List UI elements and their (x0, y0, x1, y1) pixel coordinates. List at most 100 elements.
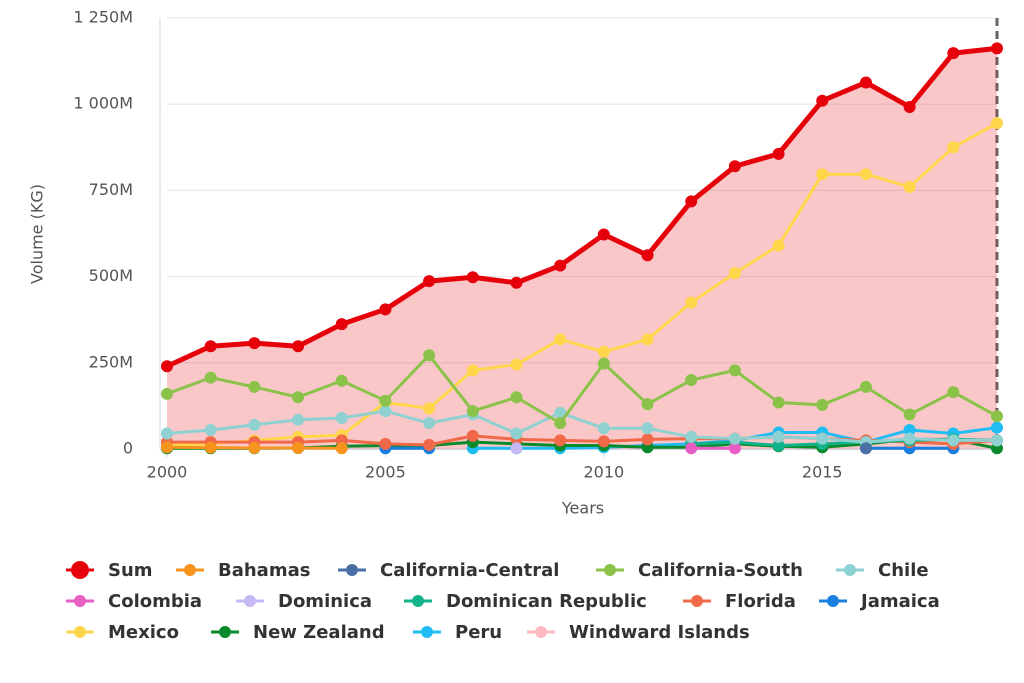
data-point (685, 296, 698, 309)
data-point (248, 441, 261, 454)
legend-item[interactable]: California-South (596, 560, 803, 581)
x-tick-label: 2000 (147, 463, 188, 482)
legend-item[interactable]: California-Central (338, 560, 559, 581)
series-line (166, 121, 998, 448)
legend-item[interactable]: New Zealand (211, 622, 385, 643)
legend-label: California-Central (380, 560, 559, 581)
data-point (816, 168, 829, 181)
y-tick-label: 500M (89, 266, 133, 285)
legend-symbol (244, 595, 256, 607)
data-point (772, 239, 785, 252)
legend-symbol (71, 561, 89, 579)
data-point (947, 434, 960, 447)
data-point (641, 333, 654, 346)
data-point (903, 100, 916, 113)
data-point (379, 405, 392, 418)
data-point (728, 160, 741, 173)
legend-symbol (421, 626, 433, 638)
legend-item[interactable]: Sum (66, 560, 153, 581)
data-point (379, 437, 392, 450)
data-point (903, 424, 916, 437)
data-point (903, 408, 916, 421)
legend-item[interactable]: Mexico (66, 622, 179, 643)
data-point (204, 441, 217, 454)
data-point (510, 276, 523, 289)
data-point (423, 275, 436, 288)
data-point (816, 94, 829, 107)
data-point (335, 374, 348, 387)
data-point (248, 380, 261, 393)
legend-label: Chile (878, 560, 929, 581)
legend-symbol (535, 626, 547, 638)
legend-item[interactable]: Chile (836, 560, 929, 581)
data-point (204, 424, 217, 437)
data-point (685, 430, 698, 443)
data-point (510, 442, 523, 455)
data-point (335, 318, 348, 331)
legend-label: Jamaica (859, 591, 940, 612)
data-point (685, 195, 698, 208)
legend: Sum Bahamas California-Central California-S… (66, 560, 940, 643)
data-point (991, 434, 1003, 447)
data-point (554, 406, 567, 419)
area (167, 48, 997, 449)
data-point (510, 391, 523, 404)
data-point (816, 432, 829, 445)
series-line (165, 45, 998, 369)
legend-item[interactable]: Jamaica (819, 591, 940, 612)
data-point (859, 380, 872, 393)
legend-symbol (604, 564, 616, 576)
legend-label: Peru (455, 622, 502, 643)
legend-label: Colombia (108, 591, 202, 612)
data-point (597, 228, 610, 241)
data-point (991, 42, 1003, 55)
legend-item[interactable]: Florida (683, 591, 796, 612)
data-point (685, 374, 698, 387)
legend-item[interactable]: Peru (413, 622, 502, 643)
legend-symbol (691, 595, 703, 607)
data-point (772, 147, 785, 160)
legend-label: Sum (108, 560, 153, 581)
data-point (728, 364, 741, 377)
legend-item[interactable]: Colombia (66, 591, 202, 612)
data-point (204, 371, 217, 384)
data-point (292, 391, 305, 404)
legend-label: Bahamas (218, 560, 310, 581)
data-point (510, 427, 523, 440)
data-point (991, 410, 1003, 423)
data-point (161, 387, 173, 400)
data-point (991, 421, 1003, 434)
legend-label: Dominican Republic (446, 591, 647, 612)
data-point (161, 441, 173, 454)
data-point (772, 430, 785, 443)
data-point (947, 141, 960, 154)
legend-item[interactable]: Dominican Republic (404, 591, 647, 612)
data-point (641, 249, 654, 262)
data-point (554, 333, 567, 346)
data-point (597, 422, 610, 435)
legend-item[interactable]: Windward Islands (527, 622, 750, 643)
data-point (554, 417, 567, 430)
data-point (641, 422, 654, 435)
y-tick-label: 1 000M (73, 94, 133, 113)
legend-item[interactable]: Bahamas (176, 560, 310, 581)
legend-symbol (74, 626, 86, 638)
data-point (335, 442, 348, 455)
legend-label: New Zealand (253, 622, 385, 643)
data-point (641, 398, 654, 411)
data-point (510, 358, 523, 371)
data-point (859, 442, 872, 455)
data-point (466, 271, 479, 284)
data-point (161, 360, 173, 373)
legend-label: Florida (725, 591, 796, 612)
data-point (379, 303, 392, 316)
legend-item[interactable]: Dominica (236, 591, 372, 612)
legend-label: Windward Islands (569, 622, 750, 643)
data-point (204, 340, 217, 353)
data-point (554, 259, 567, 272)
data-point (466, 429, 479, 442)
data-point (947, 47, 960, 60)
data-point (248, 418, 261, 431)
data-point (903, 180, 916, 193)
